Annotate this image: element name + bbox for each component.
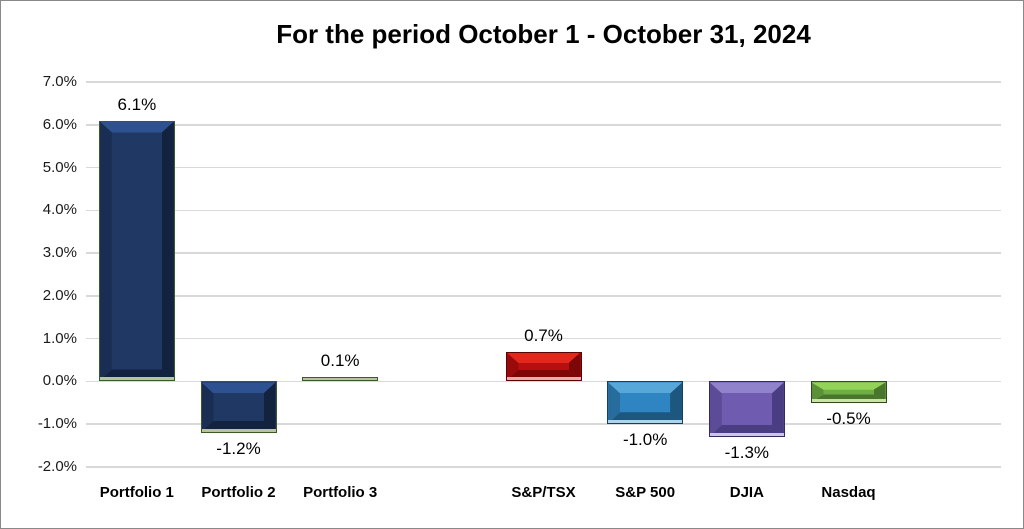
bar-face-bottom <box>100 369 174 380</box>
bar-face-left <box>100 122 112 381</box>
category-label-djia: DJIA <box>729 484 764 501</box>
data-label-s-p-tsx: 0.7% <box>524 325 563 345</box>
bar-bottom-edge <box>811 398 886 402</box>
bar-face-top <box>608 382 682 393</box>
y-tick-label-1-0: 1.0% <box>42 329 77 347</box>
bar-face-right <box>874 382 886 401</box>
bar-portfolio-3 <box>302 377 379 382</box>
bar-face-left <box>710 382 722 436</box>
bar-face-top <box>710 382 784 393</box>
y-tick-label-1-0: -1.0% <box>37 415 77 433</box>
gridline-3-0 <box>86 252 1001 254</box>
bar-djia <box>708 381 785 438</box>
bar-face-right <box>162 122 174 381</box>
bar-face-left <box>507 353 519 381</box>
gridline-0-0 <box>86 380 1001 383</box>
bar-face-right <box>772 382 784 436</box>
bar-bottom-edge <box>709 433 784 437</box>
bar-s-p-500 <box>607 381 684 425</box>
bar-face-left <box>812 382 824 401</box>
data-label-portfolio-2: -1.2% <box>216 438 261 458</box>
y-tick-label-4-0: 4.0% <box>42 201 77 219</box>
gridline-5-0 <box>86 166 1001 169</box>
gridline-4-0 <box>86 209 1001 212</box>
bar-nasdaq <box>810 381 887 403</box>
bar-face-top <box>507 353 581 364</box>
category-label-s-p-500: S&P 500 <box>615 484 676 501</box>
data-label-djia: -1.3% <box>724 443 770 463</box>
bar-face-bottom <box>608 412 682 423</box>
bar-bottom-edge <box>201 428 276 432</box>
y-tick-label-2-0: -2.0% <box>37 458 77 475</box>
chart-title: For the period October 1 - October 31, 2… <box>276 19 811 49</box>
category-label-nasdaq: Nasdaq <box>821 484 876 501</box>
data-label-s-p-500: -1.0% <box>622 430 668 450</box>
y-tick-label-2-0: 2.0% <box>42 286 77 304</box>
gridline-7-0 <box>86 81 1001 83</box>
category-label-s-p-tsx: S&P/TSX <box>511 484 576 501</box>
y-tick-label-5-0: 5.0% <box>42 158 77 176</box>
bar-face-left <box>608 382 620 423</box>
bar-face-bottom <box>710 425 784 436</box>
data-label-portfolio-3: 0.1% <box>320 351 360 371</box>
bar-face-top <box>202 382 276 393</box>
bar-bottom-edge <box>506 377 581 381</box>
y-tick-label-0-0: 0.0% <box>42 372 77 390</box>
bar-face-bottom <box>507 370 581 381</box>
gridline-1-0 <box>86 423 1001 425</box>
y-tick-label-3-0: 3.0% <box>42 244 77 262</box>
bar-face-right <box>569 353 581 381</box>
y-tick-label-6-0: 6.0% <box>42 115 77 133</box>
category-label-portfolio-3: Portfolio 3 <box>303 484 378 501</box>
bar-face-bottom <box>812 394 886 401</box>
y-tick-label-7-0: 7.0% <box>42 73 77 90</box>
gridline-2-0 <box>86 295 1001 297</box>
bar-face-top <box>812 382 886 389</box>
bar-face-right <box>670 382 682 423</box>
gridline-6-0 <box>86 124 1001 126</box>
data-label-portfolio-1: 6.1% <box>117 94 157 114</box>
bar-face-right <box>264 382 276 431</box>
gridline-1-0 <box>86 337 1001 340</box>
data-label-nasdaq: -0.5% <box>826 408 871 428</box>
bar-face-left <box>202 382 214 431</box>
bar-bottom-edge <box>99 377 174 381</box>
bar-s-p-tsx <box>505 351 582 382</box>
category-label-portfolio-2: Portfolio 2 <box>201 484 276 501</box>
gridline-2-0 <box>86 466 1001 468</box>
bar-face-bottom <box>202 421 276 432</box>
bar-bottom-edge <box>608 420 683 424</box>
bar-portfolio-1 <box>98 120 175 382</box>
bar-portfolio-2 <box>200 381 277 433</box>
bar-face-top <box>100 122 174 133</box>
category-label-portfolio-1: Portfolio 1 <box>99 484 174 501</box>
bar-bottom-edge <box>303 378 378 381</box>
